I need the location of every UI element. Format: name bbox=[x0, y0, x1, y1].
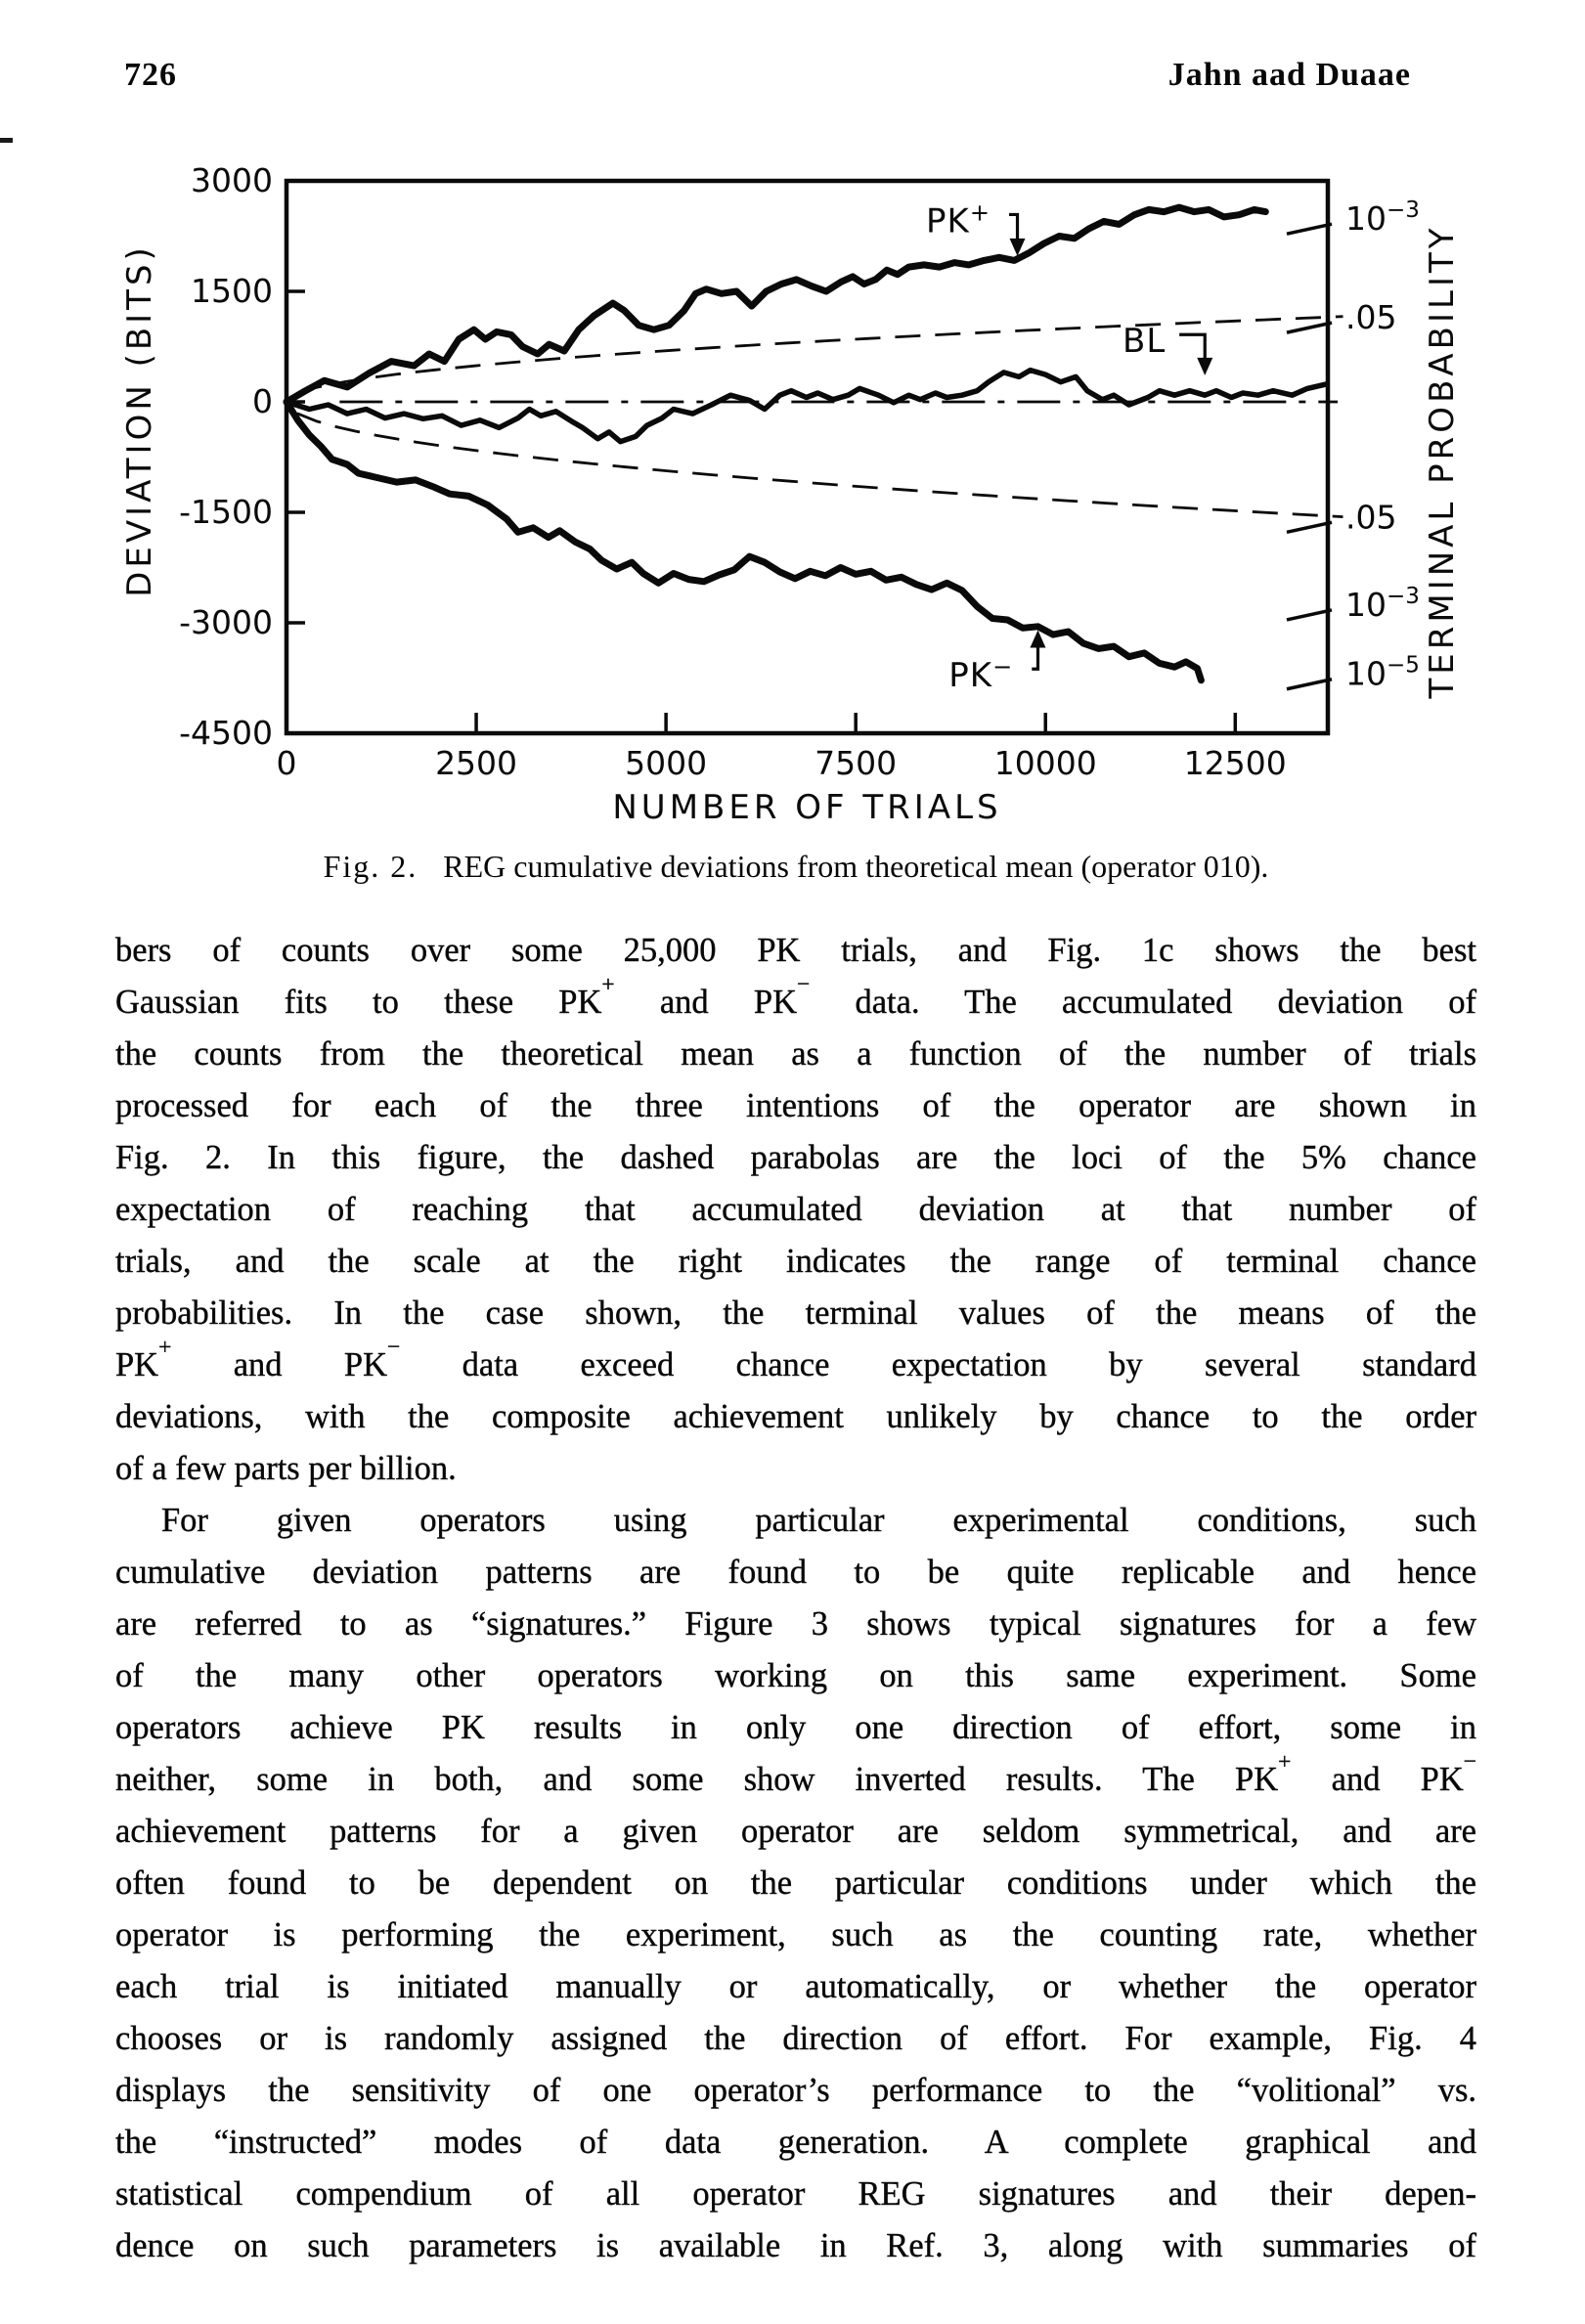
body-line: operator is performing the experiment, s… bbox=[115, 1916, 1476, 1953]
trace-BL bbox=[284, 367, 1330, 445]
right-axis-title: TERMINAL PROBABILITY bbox=[1423, 224, 1462, 699]
superscript: + bbox=[158, 1334, 172, 1360]
annotation-arrowhead bbox=[1197, 357, 1213, 375]
superscript: − bbox=[387, 1334, 401, 1360]
y-tick-label: 3000 bbox=[191, 161, 273, 199]
body-line: probabilities. In the case shown, the te… bbox=[115, 1294, 1476, 1332]
annotation-arrow-line bbox=[1179, 332, 1207, 360]
superscript: + bbox=[601, 971, 615, 997]
x-tick-label: 0 bbox=[277, 744, 297, 782]
page-number: 726 bbox=[124, 57, 177, 93]
annotation-pk-minus: PK− bbox=[948, 653, 1013, 695]
trace-PKminus bbox=[283, 398, 1205, 684]
x-tick-label: 7500 bbox=[815, 744, 897, 782]
body-line: chooses or is randomly assigned the dire… bbox=[115, 2020, 1476, 2057]
right-axis-label: .05 bbox=[1345, 298, 1396, 336]
annotation-bl: BL bbox=[1123, 322, 1166, 361]
body-line: bers of counts over some 25,000 PK trial… bbox=[115, 932, 1476, 969]
superscript: − bbox=[797, 971, 811, 997]
body-line: each trial is initiated manually or auto… bbox=[115, 1968, 1476, 2005]
body-line: expectation of reaching that accumulated… bbox=[115, 1191, 1476, 1228]
superscript: − bbox=[1463, 1748, 1477, 1775]
body-line: achievement patterns for a given operato… bbox=[115, 1813, 1476, 1850]
right-axis-tick bbox=[1286, 520, 1333, 534]
body-line: deviations, with the composite achieveme… bbox=[115, 1398, 1476, 1435]
running-head: Jahn aad Duaae bbox=[1167, 57, 1411, 93]
chance-parabola-upper bbox=[296, 315, 1343, 395]
body-line: of a few parts per billion. bbox=[115, 1450, 457, 1487]
body-line: PK+ and PK− data exceed chance expectati… bbox=[115, 1334, 1476, 1383]
figure-caption: Fig. 2. REG cumulative deviations from th… bbox=[115, 849, 1476, 885]
right-axis-tick bbox=[1286, 608, 1333, 622]
right-axis-label: 10−5 bbox=[1345, 653, 1420, 693]
y-tick-label: -1500 bbox=[179, 493, 273, 531]
annotation-pk-plus: PK+ bbox=[926, 198, 991, 241]
superscript: + bbox=[1278, 1748, 1292, 1775]
annotation-arrowhead bbox=[1009, 238, 1026, 256]
body-line: displays the sensitivity of one operator… bbox=[115, 2072, 1476, 2109]
figure-caption-label: Fig. 2. bbox=[323, 849, 418, 884]
body-line: often found to be dependent on the parti… bbox=[115, 1864, 1476, 1902]
y-axis-title: DEVIATION (BITS) bbox=[120, 243, 159, 597]
right-axis-tick bbox=[1286, 222, 1333, 236]
body-line: dence on such parameters is available in… bbox=[115, 2227, 1476, 2264]
y-tick-label: -4500 bbox=[179, 714, 273, 752]
body-text: bers of counts over some 25,000 PK trial… bbox=[115, 925, 1476, 2272]
body-line: of the many other operators working on t… bbox=[115, 1657, 1476, 1694]
chance-parabola-lower bbox=[296, 412, 1343, 518]
body-line: trials, and the scale at the right indic… bbox=[115, 1243, 1476, 1280]
right-axis-label: .05 bbox=[1345, 498, 1396, 536]
figure-caption-text: REG cumulative deviations from theoretic… bbox=[443, 849, 1269, 884]
body-line: Gaussian fits to these PK+ and PK− data.… bbox=[115, 971, 1476, 1021]
scan-artifact-dash bbox=[0, 138, 13, 143]
plot-frame bbox=[284, 178, 1331, 736]
annotation-arrow-line bbox=[1032, 645, 1040, 671]
annotation-arrow-line bbox=[1008, 212, 1020, 241]
chart-area: 3000 1500 0 -1500 -3000 -4500 0 2500 5000 7500 100… bbox=[117, 98, 1486, 831]
y-tick-label: 0 bbox=[252, 382, 273, 420]
body-line: neither, some in both, and some show inv… bbox=[115, 1748, 1476, 1798]
body-line: processed for each of the three intentio… bbox=[115, 1087, 1476, 1124]
body-line: operators achieve PK results in only one… bbox=[115, 1709, 1476, 1746]
body-line: the counts from the theoretical mean as … bbox=[115, 1035, 1476, 1073]
right-axis-label: 10−3 bbox=[1345, 197, 1420, 238]
body-line: the “instructed” modes of data generatio… bbox=[115, 2124, 1476, 2161]
x-axis-title: NUMBER OF TRIALS bbox=[612, 788, 1001, 827]
right-axis-tick bbox=[1286, 321, 1333, 334]
body-line: statistical compendium of all operator R… bbox=[115, 2175, 1476, 2213]
x-tick-label: 10000 bbox=[994, 744, 1097, 782]
trace-PKplus bbox=[283, 203, 1269, 406]
body-line: are referred to as “signatures.” Figure … bbox=[115, 1605, 1476, 1643]
y-tick-label: 1500 bbox=[191, 272, 273, 310]
page-header: 726 Jahn aad Duaae bbox=[0, 57, 1585, 100]
right-axis-tick bbox=[1286, 678, 1333, 691]
x-tick-label: 5000 bbox=[625, 744, 707, 782]
annotation-arrowhead bbox=[1030, 630, 1046, 648]
x-tick-label: 2500 bbox=[435, 744, 517, 782]
body-line: cumulative deviation patterns are found … bbox=[115, 1554, 1476, 1591]
body-line: For given operators using particular exp… bbox=[161, 1502, 1476, 1539]
y-tick-label: -3000 bbox=[179, 603, 273, 641]
right-axis-label: 10−3 bbox=[1345, 584, 1420, 624]
x-tick-label: 12500 bbox=[1184, 744, 1287, 782]
body-line: Fig. 2. In this figure, the dashed parab… bbox=[115, 1139, 1476, 1176]
